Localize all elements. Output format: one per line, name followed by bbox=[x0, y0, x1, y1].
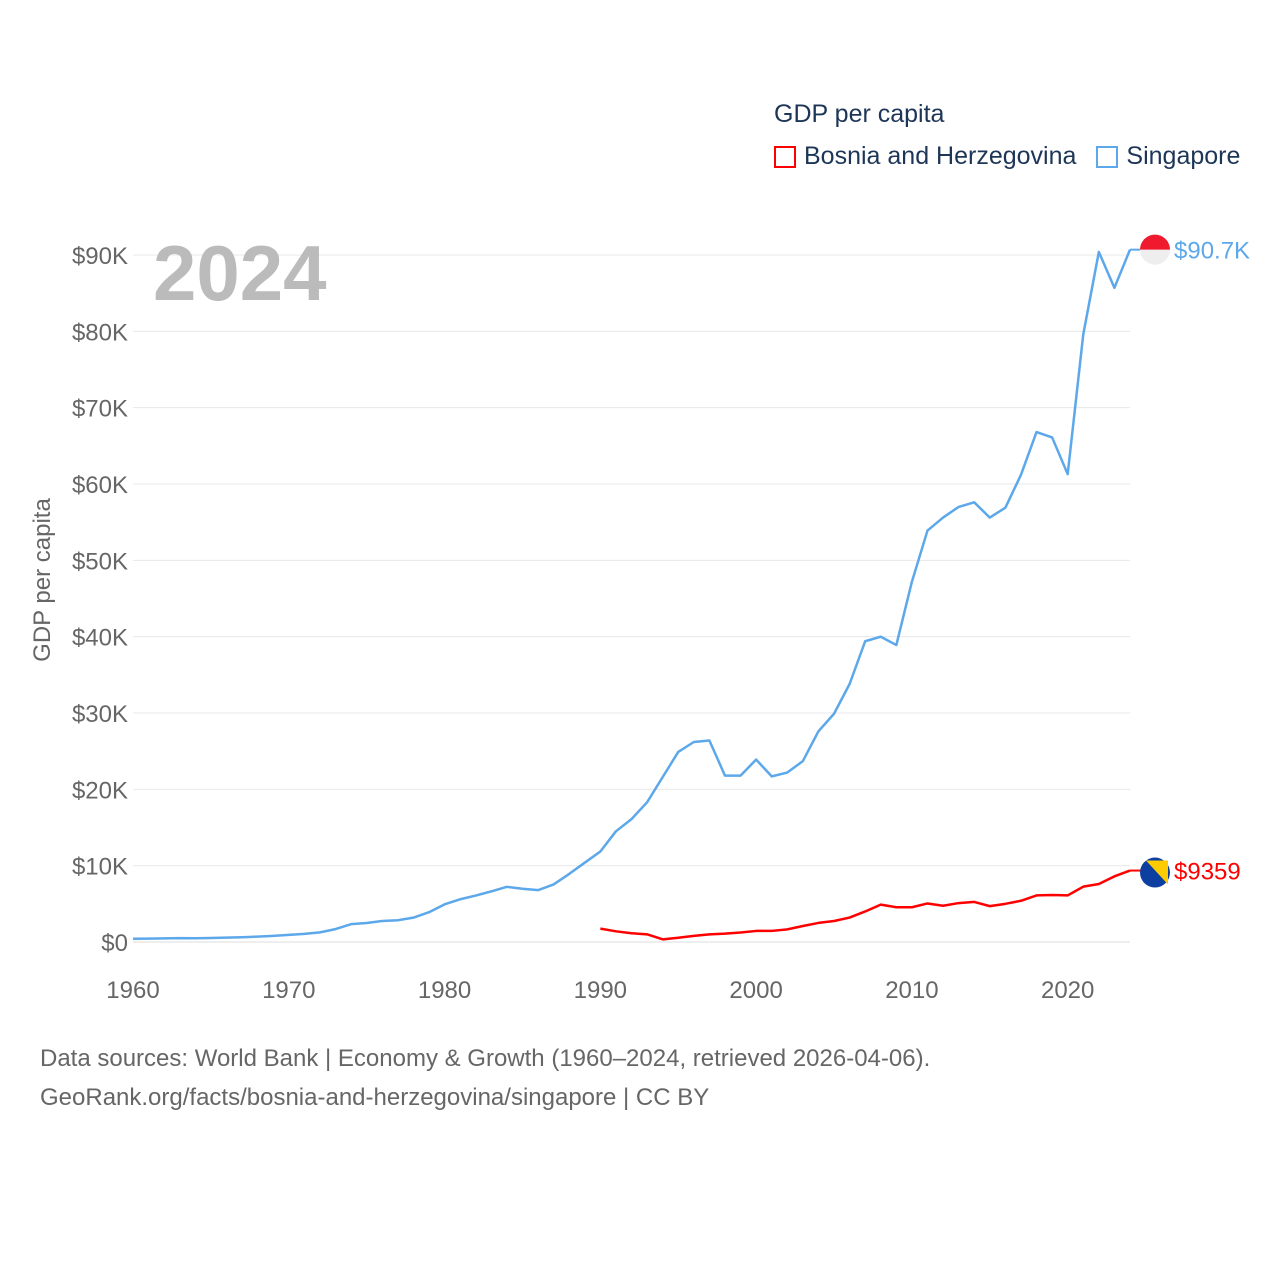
source-line-1: Data sources: World Bank | Economy & Gro… bbox=[40, 1045, 931, 1072]
legend-swatch-singapore[interactable] bbox=[1096, 145, 1119, 168]
source-line-2[interactable]: GeoRank.org/facts/bosnia-and-herzegovina… bbox=[40, 1084, 710, 1111]
legend-label-singapore[interactable]: Singapore bbox=[1126, 142, 1241, 170]
series-line-singapore bbox=[132, 249, 1132, 940]
x-tick-label: 1960 bbox=[106, 977, 159, 1004]
x-tick-label: 2010 bbox=[885, 977, 938, 1004]
x-tick-label: 1970 bbox=[262, 977, 315, 1004]
y-tick-label: $60K bbox=[72, 472, 128, 499]
year-label: 2024 bbox=[153, 229, 327, 317]
end-value-label: $9359 bbox=[1174, 859, 1241, 886]
y-axis-label: GDP per capita bbox=[29, 498, 56, 662]
singapore-flag-icon bbox=[1140, 234, 1170, 250]
x-tick-label: 1980 bbox=[418, 977, 471, 1004]
y-tick-label: $20K bbox=[72, 777, 128, 804]
legend-label-bosnia[interactable]: Bosnia and Herzegovina bbox=[804, 142, 1077, 170]
y-tick-label: $90K bbox=[72, 243, 128, 270]
legend-title: GDP per capita bbox=[774, 100, 945, 128]
x-tick-label: 1990 bbox=[574, 977, 627, 1004]
y-tick-label: $70K bbox=[72, 396, 128, 423]
series-line-bosnia bbox=[600, 869, 1131, 941]
y-tick-label: $50K bbox=[72, 548, 128, 575]
x-tick-label: 2020 bbox=[1041, 977, 1094, 1004]
end-value-label: $90.7K bbox=[1174, 238, 1250, 265]
legend-swatch-bosnia[interactable] bbox=[774, 145, 796, 168]
legend: Bosnia and Herzegovina Singapore bbox=[774, 142, 1240, 171]
y-tick-label: $0 bbox=[101, 930, 128, 957]
y-tick-label: $80K bbox=[72, 319, 128, 346]
x-tick-label: 2000 bbox=[729, 977, 782, 1004]
y-tick-label: $40K bbox=[72, 625, 128, 652]
y-tick-label: $10K bbox=[72, 854, 128, 881]
bosnia-flag-icon bbox=[1146, 860, 1168, 885]
y-tick-label: $30K bbox=[72, 701, 128, 728]
